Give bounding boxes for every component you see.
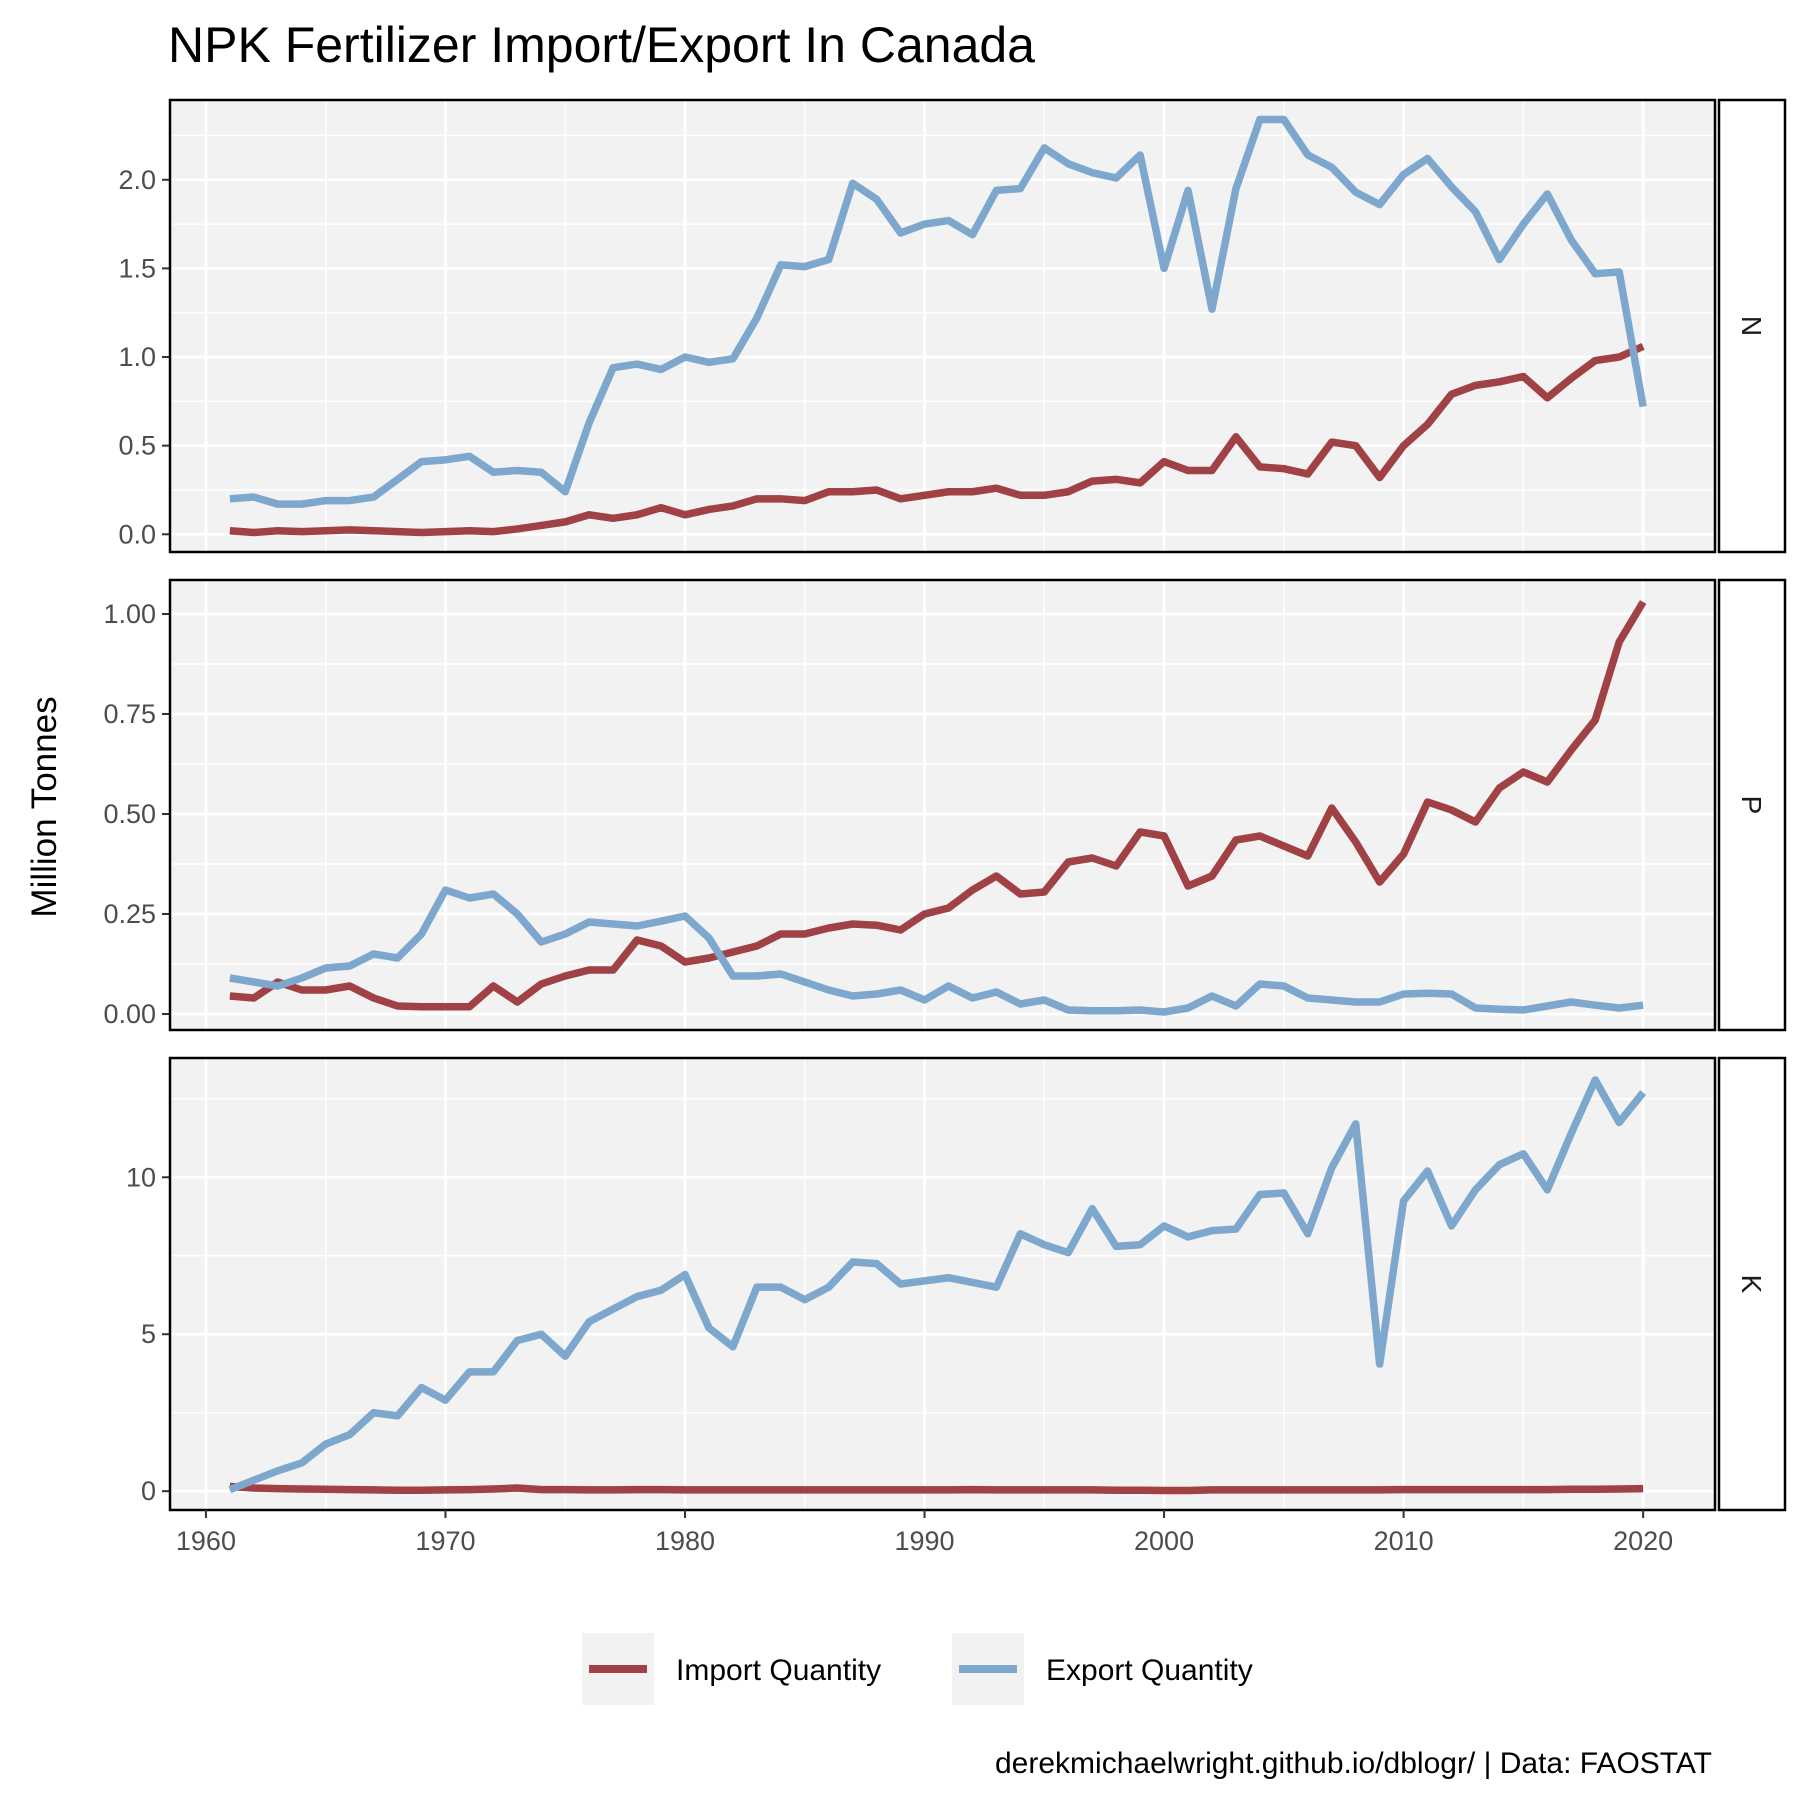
legend-label: Export Quantity — [1046, 1654, 1253, 1687]
x-tick-label: 1990 — [894, 1526, 954, 1556]
legend-label: Import Quantity — [676, 1654, 881, 1687]
y-tick-label: 0.25 — [103, 899, 156, 929]
panel-k: 0 5 10 K — [126, 1056, 1787, 1512]
panel-border — [168, 1056, 1717, 1512]
panel-background — [170, 1058, 1715, 1510]
y-tick-label: 2.0 — [118, 165, 156, 195]
facet-strip-label: K — [1736, 1275, 1767, 1294]
y-tick-label: 1.5 — [118, 253, 156, 283]
facet-strip-label: P — [1736, 796, 1767, 815]
panel-p: 0.00 0.25 0.50 0.75 1.00 P — [103, 578, 1787, 1032]
y-tick-label: 1.0 — [118, 342, 156, 372]
panel-border — [168, 578, 1717, 1032]
y-tick-label: 5 — [141, 1319, 156, 1349]
y-tick-label: 0.50 — [103, 799, 156, 829]
x-tick-label: 2020 — [1613, 1526, 1673, 1556]
x-axis: 1960 1970 1980 1990 2000 2010 2020 — [176, 1510, 1673, 1556]
series-line-import — [229, 342, 1645, 537]
y-tick-label: 0 — [141, 1476, 156, 1506]
y-tick-label: 0.00 — [103, 999, 156, 1029]
x-tick-label: 2000 — [1134, 1526, 1194, 1556]
legend-item-import: Import Quantity — [582, 1633, 881, 1705]
x-tick-label: 1980 — [655, 1526, 715, 1556]
facet-strip — [1717, 578, 1787, 1032]
y-tick-label: 0.5 — [118, 431, 156, 461]
series-line-export — [228, 1076, 1647, 1494]
panel-border — [168, 98, 1717, 554]
panel-background — [170, 580, 1715, 1030]
series-line-export — [229, 886, 1644, 1016]
panels: 0.0 0.5 1.0 1.5 2.0 N 0.00 0.25 0.50 0.75 1.00 P 0 5 1… — [103, 98, 1787, 1512]
x-tick-label: 1970 — [415, 1526, 475, 1556]
y-tick-label: 1.00 — [103, 599, 156, 629]
x-tick-label: 2010 — [1374, 1526, 1434, 1556]
series-line-export — [229, 115, 1647, 508]
legend: Import Quantity Export Quantity — [582, 1633, 1253, 1705]
y-axis-title: Million Tonnes — [25, 696, 64, 917]
legend-item-export: Export Quantity — [952, 1633, 1253, 1705]
caption: derekmichaelwright.github.io/dblogr/ | D… — [995, 1747, 1712, 1780]
y-tick-label: 0.0 — [118, 519, 156, 549]
series-line-import — [229, 600, 1647, 1011]
panel-background — [170, 100, 1715, 552]
x-tick-label: 1960 — [176, 1526, 236, 1556]
chart-title: NPK Fertilizer Import/Export In Canada — [168, 17, 1035, 73]
series-line-import — [229, 1482, 1644, 1495]
y-tick-label: 10 — [126, 1162, 156, 1192]
panel-n: 0.0 0.5 1.0 1.5 2.0 N — [118, 98, 1787, 554]
facet-strip-label: N — [1736, 316, 1767, 336]
y-tick-label: 0.75 — [103, 699, 156, 729]
facet-strip — [1717, 98, 1787, 554]
facet-strip — [1717, 1056, 1787, 1512]
